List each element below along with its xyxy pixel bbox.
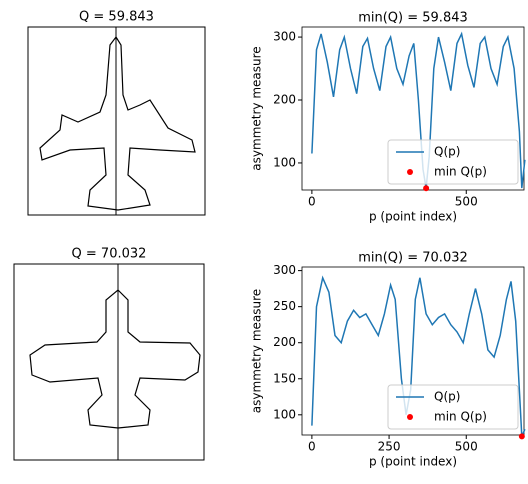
legend-dot xyxy=(407,414,413,420)
legend-label: Q(p) xyxy=(434,145,460,159)
x-tick-label: 500 xyxy=(455,195,478,209)
chart-title: min(Q) = 70.032 xyxy=(358,251,468,266)
figure: Q = 59.843 min(Q) = 59.843 p (point index)… xyxy=(0,0,528,484)
airplane-outline xyxy=(30,290,200,428)
y-tick-label: 200 xyxy=(273,335,296,349)
image-frame xyxy=(14,264,204,460)
legend-dot xyxy=(407,169,413,175)
y-axis-label: asymmetry measure xyxy=(250,289,264,413)
legend-label: min Q(p) xyxy=(434,165,487,179)
x-tick-label: 0 xyxy=(308,195,316,209)
y-tick-label: 100 xyxy=(273,407,296,421)
y-tick-label: 300 xyxy=(273,263,296,277)
x-tick-label: 0 xyxy=(308,440,316,454)
chart-title: min(Q) = 59.843 xyxy=(358,11,468,26)
y-tick-label: 250 xyxy=(273,299,296,313)
y-tick-label: 150 xyxy=(273,371,296,385)
x-axis-label: p (point index) xyxy=(369,210,457,224)
airplane-outline xyxy=(40,37,195,210)
panel-title: Q = 70.032 xyxy=(72,247,147,262)
y-tick-label: 200 xyxy=(273,93,296,107)
legend-label: Q(p) xyxy=(434,390,460,404)
x-axis-label: p (point index) xyxy=(369,455,457,469)
legend-label: min Q(p) xyxy=(434,410,487,424)
x-tick-label: 500 xyxy=(455,440,478,454)
x-tick-label: 250 xyxy=(378,440,401,454)
min-point xyxy=(423,185,429,191)
panel-title: Q = 59.843 xyxy=(79,10,154,25)
min-point xyxy=(519,433,525,439)
y-tick-label: 300 xyxy=(273,30,296,44)
y-tick-label: 100 xyxy=(273,155,296,169)
y-axis-label: asymmetry measure xyxy=(250,46,264,170)
